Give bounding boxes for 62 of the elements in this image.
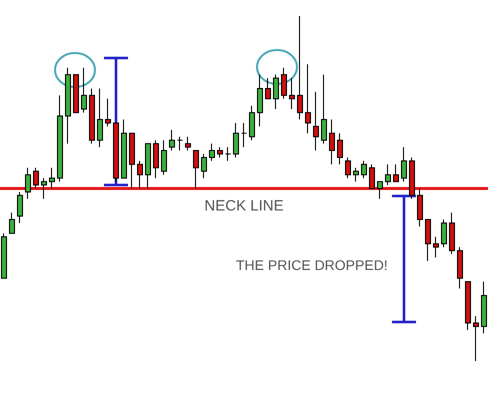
candlestick (73, 74, 79, 114)
candlestick (81, 67, 87, 114)
candlestick (361, 160, 367, 179)
candlestick (465, 281, 471, 330)
candlestick (137, 160, 143, 189)
candlestick (409, 156, 415, 200)
candlestick (1, 232, 7, 279)
candlestick (385, 164, 391, 186)
candlestick (33, 167, 39, 189)
candlestick (17, 191, 23, 224)
candlestick (337, 132, 343, 165)
candlestick (481, 281, 487, 334)
candlestick (233, 122, 239, 158)
candlestick (129, 132, 135, 189)
candlestick (209, 143, 215, 162)
candlestick (249, 105, 255, 141)
candlestick (353, 167, 359, 182)
candlestick (297, 16, 303, 120)
candlestick (185, 136, 191, 152)
candlestick (121, 119, 127, 179)
candlestick (177, 136, 183, 152)
candlestick (273, 74, 279, 110)
candlestick (281, 67, 287, 100)
annotation: THE PRICE DROPPED! (236, 257, 388, 273)
candlestick (369, 164, 375, 189)
candlestick (433, 236, 439, 258)
candlestick (145, 143, 151, 189)
candlestick (193, 150, 199, 189)
candlestick (201, 154, 207, 179)
candlestick (257, 74, 263, 127)
candlestick (89, 88, 95, 144)
candlestick (105, 98, 111, 127)
candlestick (401, 146, 407, 182)
candlestick (65, 67, 71, 144)
candlestick (169, 129, 175, 152)
candlestick (153, 140, 159, 179)
candlestick (377, 181, 383, 200)
candlestick (49, 167, 55, 189)
candlestick (417, 188, 423, 227)
candlestick (161, 140, 167, 176)
candlestick (97, 88, 103, 148)
candlestick (25, 167, 31, 200)
candlestick (473, 316, 479, 362)
candlestick (393, 164, 399, 182)
candlestick (321, 74, 327, 144)
candlestick (241, 122, 247, 148)
candlestick (313, 91, 319, 152)
ref-line-label: NECK LINE (204, 198, 284, 214)
candlestick (225, 146, 231, 162)
candlestick (345, 156, 351, 179)
candlestick (9, 212, 15, 234)
candlestick (57, 94, 63, 182)
candlestick (329, 119, 335, 165)
candlestick (305, 64, 311, 134)
candlestick (217, 146, 223, 158)
candlestick (289, 78, 295, 110)
candlestick (449, 212, 455, 255)
candlestick (441, 219, 447, 248)
candlestick (457, 246, 463, 290)
candlestick (265, 78, 271, 100)
candlestick (41, 178, 47, 200)
candlestick (425, 219, 431, 262)
